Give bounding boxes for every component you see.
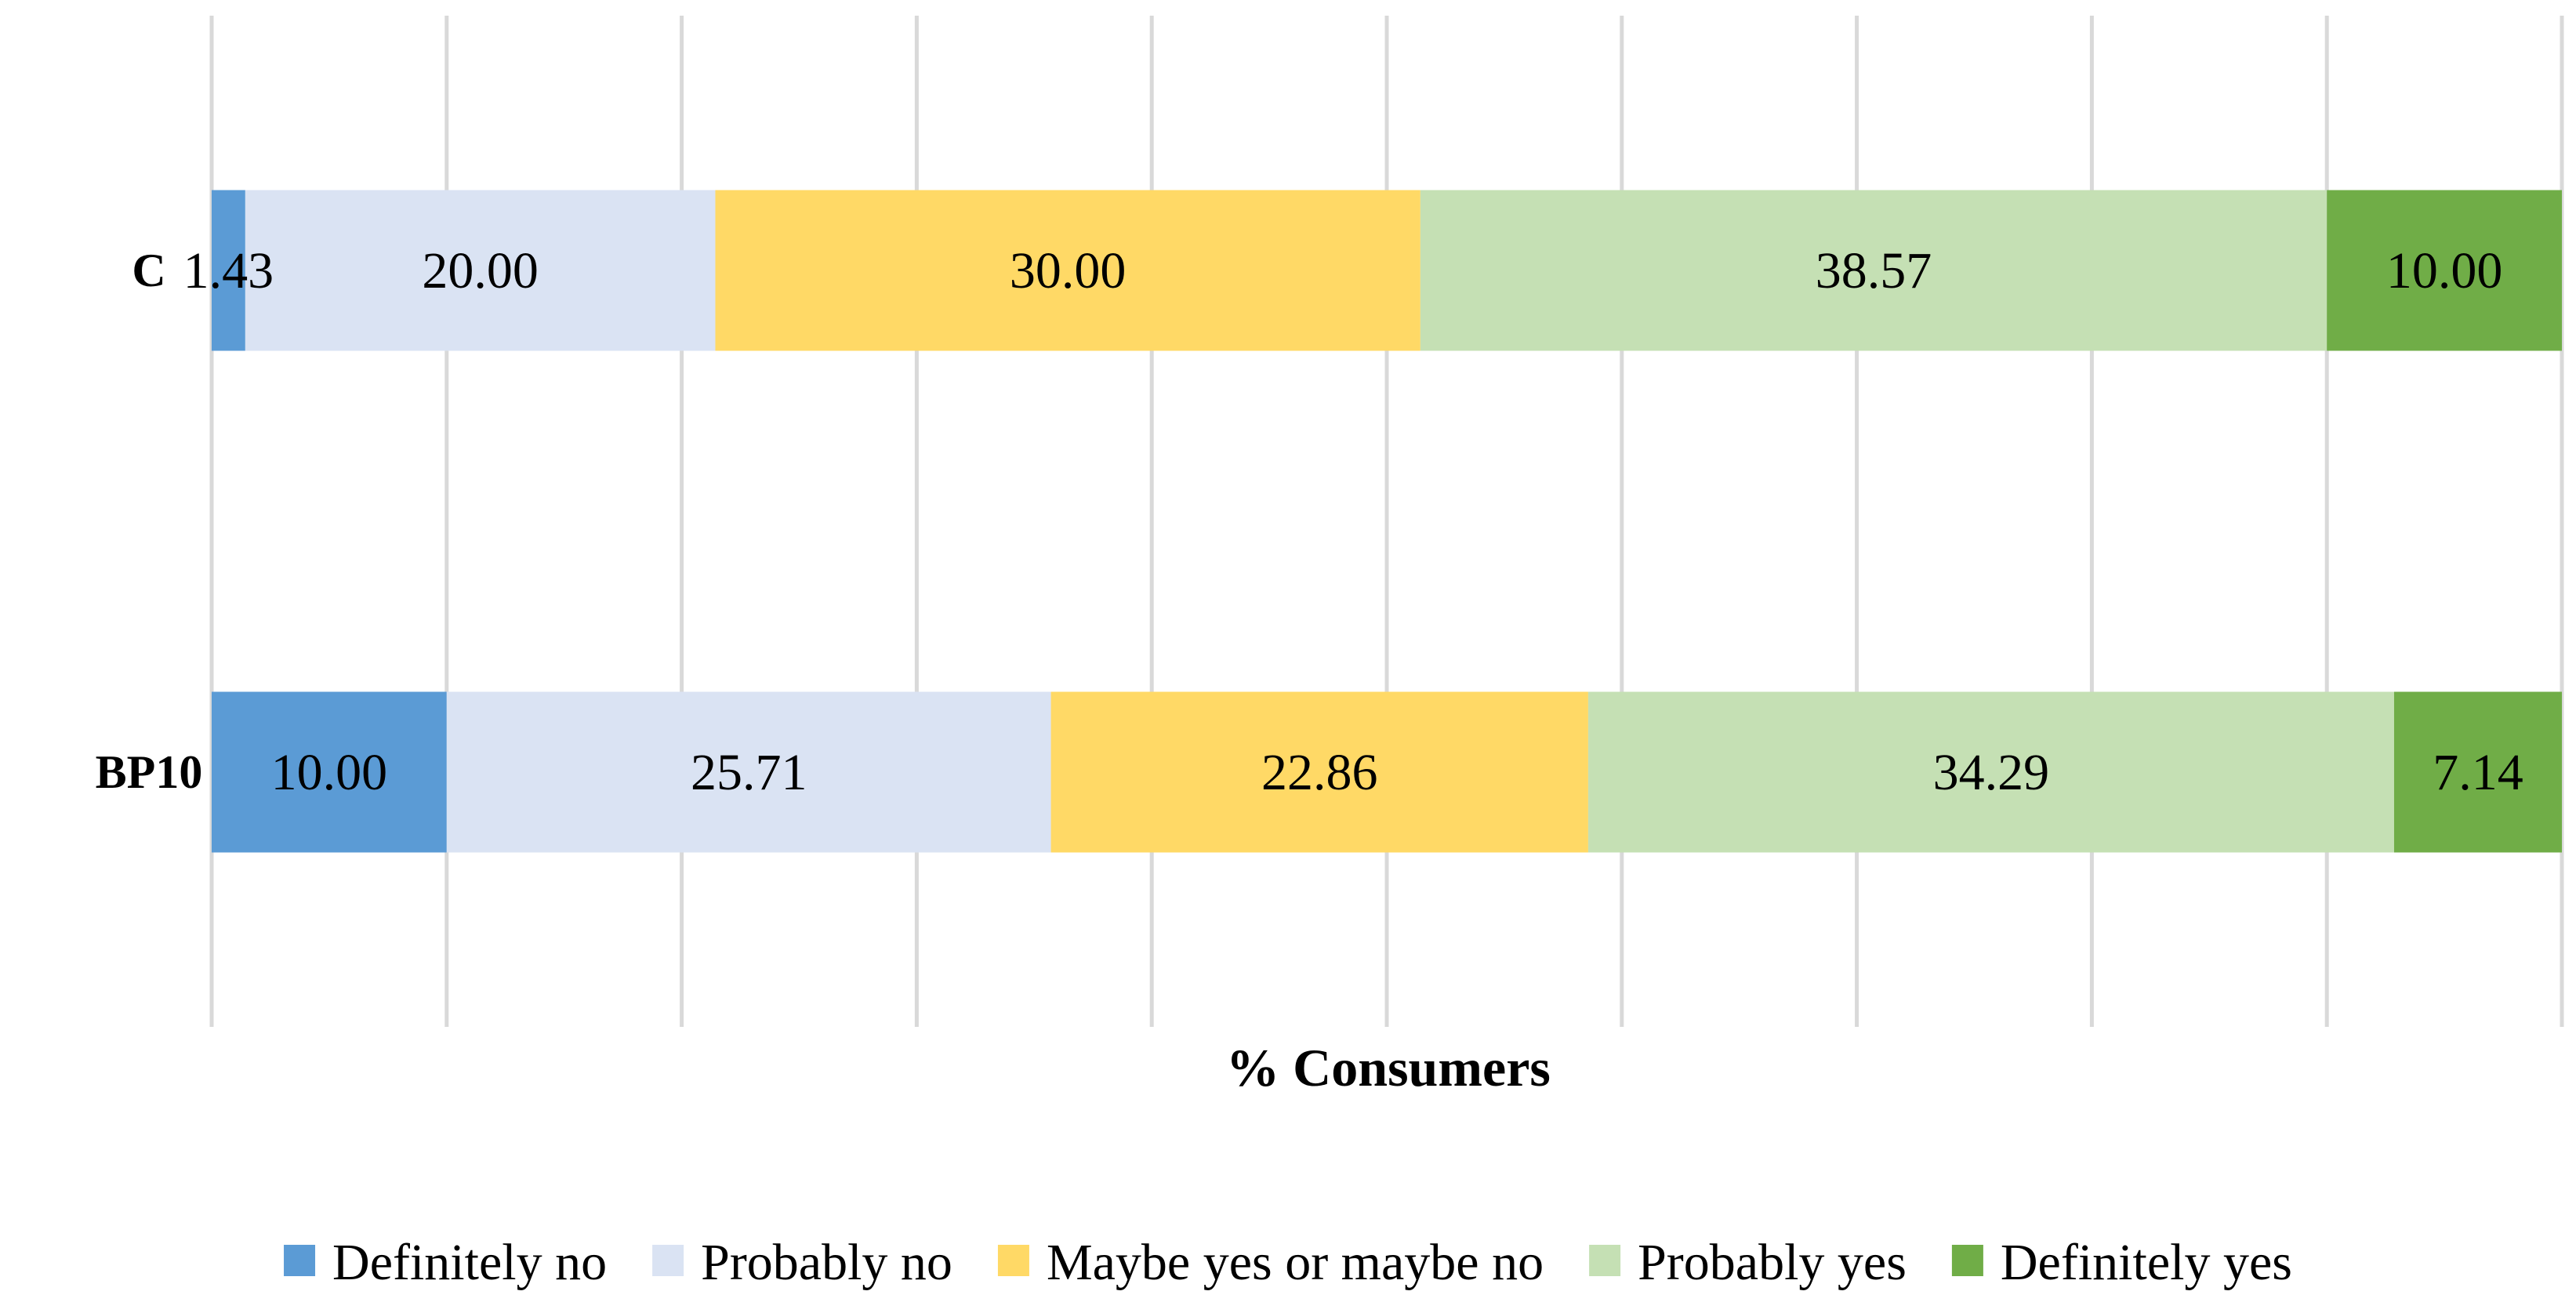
legend-item: Maybe yes or maybe no [997,1234,1544,1291]
bar-segment [2327,190,2562,351]
data-label: 7.14 [2433,744,2523,801]
legend: Definitely no Probably no Maybe yes or may… [284,1234,2292,1291]
data-label: 30.00 [1010,242,1127,299]
legend-item: Definitely yes [1951,1234,2292,1291]
legend-item: Definitely no [284,1234,607,1291]
bar-segment [1420,190,2327,351]
legend-item: Probably yes [1589,1234,1907,1291]
category-label: BP10 [96,746,203,798]
category-labels: C BP10 [96,245,203,798]
bar-segment [2393,691,2562,853]
data-label: 1.43 [183,242,274,299]
data-label: 22.86 [1261,744,1378,801]
bar-segment [1050,691,1588,853]
legend-label: Definitely yes [2001,1234,2292,1291]
x-axis-title: % Consumers [1226,1038,1551,1097]
gridlines [209,16,2564,1027]
legend-label: Maybe yes or maybe no [1047,1234,1544,1291]
bar-segment [212,190,245,351]
data-label: 20.00 [422,242,539,299]
data-label: 34.29 [1933,744,2050,801]
bar-segment [245,190,716,351]
bars [212,190,2562,853]
legend-swatch [1951,1245,1983,1276]
legend-swatch [652,1245,684,1276]
legend-swatch [1589,1245,1621,1276]
bar-segment [1587,691,2394,853]
category-label: C [132,245,165,296]
legend-swatch [997,1245,1029,1276]
data-label: 10.00 [2386,242,2503,299]
data-labels: 1.43 20.00 30.00 38.57 10.00 10.00 25.71 22.86 3… [183,242,2523,801]
legend-label: Definitely no [332,1234,607,1291]
bar-segment [715,190,1420,351]
legend-label: Probably no [701,1234,952,1291]
bar-segment [212,691,447,853]
data-label: 25.71 [691,744,807,801]
data-label: 38.57 [1816,242,1932,299]
bar-segment [446,691,1051,853]
legend-item: Probably no [652,1234,952,1291]
legend-swatch [284,1245,316,1276]
legend-label: Probably yes [1638,1234,1907,1291]
data-label: 10.00 [271,744,388,801]
